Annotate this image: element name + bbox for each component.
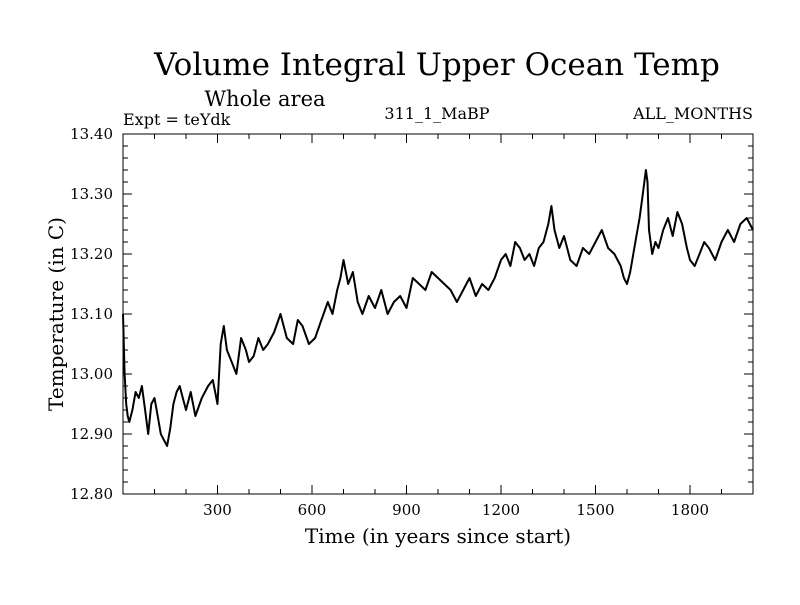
plot-frame bbox=[122, 133, 754, 495]
y-tick-label: 13.40 bbox=[70, 125, 113, 143]
x-axis-label: Time (in years since start) bbox=[305, 524, 571, 548]
months-label: ALL_MONTHS bbox=[632, 104, 753, 123]
run-id-label: 311_1_MaBP bbox=[384, 104, 489, 123]
y-tick-label: 12.80 bbox=[70, 485, 113, 503]
temperature-series-line bbox=[122, 169, 754, 447]
x-tick-label: 1500 bbox=[576, 501, 614, 519]
y-tick-label: 13.20 bbox=[70, 245, 113, 263]
axis-ticks: 300 600 900 1200 1500 1800 12.80 12.90 13.00 13.1… bbox=[70, 125, 753, 519]
x-tick-label: 900 bbox=[392, 501, 421, 519]
chart-subtitle: Whole area bbox=[204, 87, 325, 111]
x-tick-label: 300 bbox=[203, 501, 232, 519]
x-tick-label: 600 bbox=[298, 501, 327, 519]
chart-title: Volume Integral Upper Ocean Temp bbox=[153, 47, 720, 83]
series-layer bbox=[122, 169, 754, 447]
y-tick-label: 13.00 bbox=[70, 365, 113, 383]
y-tick-label: 12.90 bbox=[70, 425, 113, 443]
x-tick-label: 1800 bbox=[671, 501, 709, 519]
x-tick-label: 1200 bbox=[482, 501, 520, 519]
y-axis-label: Temperature (in C) bbox=[44, 217, 68, 411]
y-tick-label: 13.10 bbox=[70, 305, 113, 323]
experiment-label: Expt = teYdk bbox=[123, 110, 231, 129]
y-tick-label: 13.30 bbox=[70, 185, 113, 203]
